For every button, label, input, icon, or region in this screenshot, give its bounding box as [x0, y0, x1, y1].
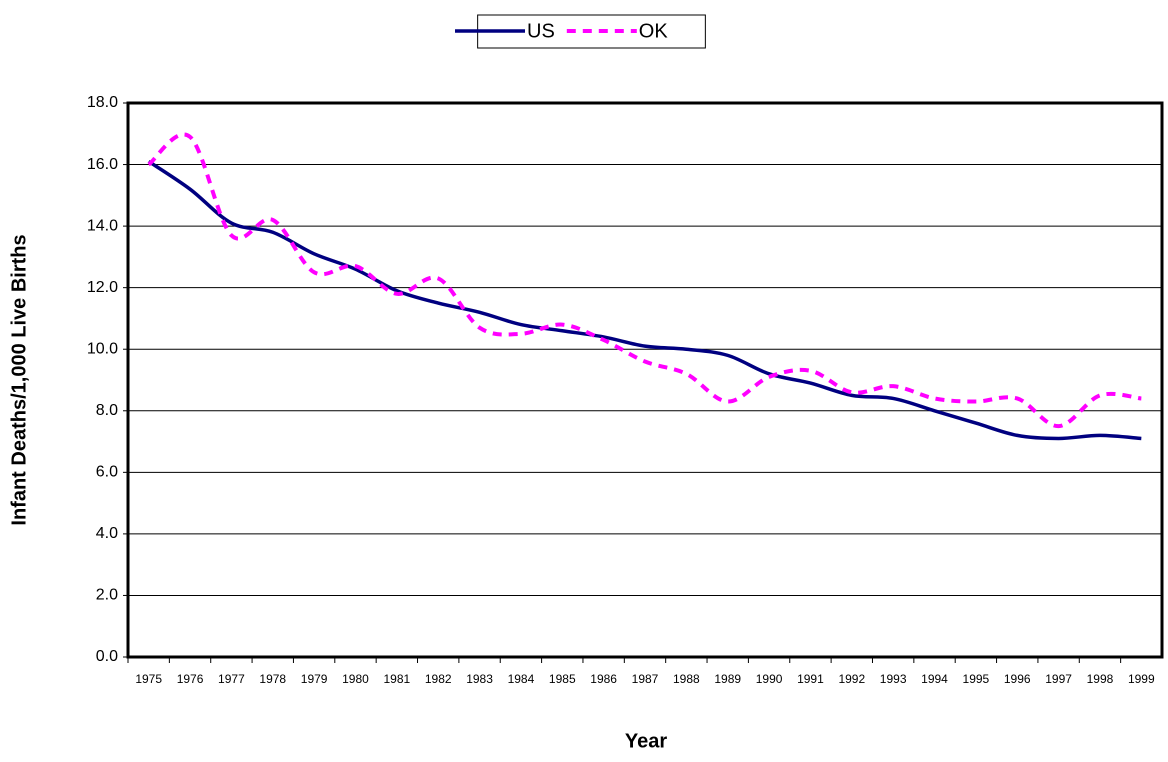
y-tick-label: 10.0 [87, 340, 118, 357]
y-tick-label: 8.0 [96, 402, 118, 419]
x-tick-label: 1997 [1045, 672, 1072, 686]
x-tick-label: 1991 [797, 672, 824, 686]
plot-frame [126, 101, 1164, 659]
x-tick-label: 1992 [838, 672, 865, 686]
x-tick-label: 1990 [756, 672, 783, 686]
x-tick-label: 1976 [177, 672, 204, 686]
y-tick-label: 16.0 [87, 156, 118, 173]
series-line [147, 132, 1142, 429]
y-tick-label: 0.0 [96, 648, 118, 665]
x-tick-label: 1983 [466, 672, 493, 686]
x-tick-label: 1995 [963, 672, 990, 686]
x-tick-label: 1987 [632, 672, 659, 686]
y-tick-label: 2.0 [96, 587, 118, 604]
y-axis-title: Infant Deaths/1,000 Live Births [8, 234, 30, 525]
y-tick-label: 12.0 [87, 279, 118, 296]
x-tick-label: 1975 [135, 672, 162, 686]
legend-label: US [527, 20, 555, 42]
x-tick-label: 1979 [301, 672, 328, 686]
legend-label: OK [639, 20, 669, 42]
x-tick-label: 1985 [549, 672, 576, 686]
y-tick-label: 14.0 [87, 217, 118, 234]
x-tick-label: 1994 [921, 672, 948, 686]
x-tick-label: 1989 [714, 672, 741, 686]
x-axis-title: Year [625, 730, 667, 752]
legend: US OK [455, 14, 706, 49]
x-tick-label: 1978 [259, 672, 286, 686]
x-tick-label: 1982 [425, 672, 452, 686]
x-tick-label: 1977 [218, 672, 245, 686]
y-tick-label: 6.0 [96, 464, 118, 481]
x-tick-label: 1988 [673, 672, 700, 686]
x-tick-label: 1981 [383, 672, 410, 686]
y-tick-label: 4.0 [96, 525, 118, 542]
x-tick-label: 1999 [1128, 672, 1155, 686]
x-tick-label: 1993 [880, 672, 907, 686]
x-tick-label: 1980 [342, 672, 369, 686]
x-tick-label: 1986 [590, 672, 617, 686]
x-tick-label: 1998 [1087, 672, 1114, 686]
x-tick-label: 1996 [1004, 672, 1031, 686]
x-tick-label: 1984 [508, 672, 535, 686]
y-tick-label: 18.0 [87, 94, 118, 111]
series-line [147, 160, 1142, 441]
